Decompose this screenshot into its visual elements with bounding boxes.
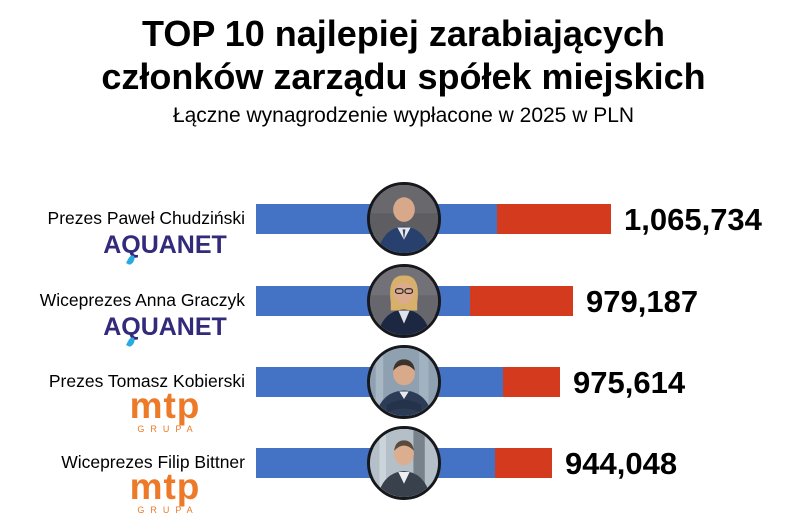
bar-row-bittner: Wiceprezes Filip Bittner mtp GRUPA 944,0… <box>0 422 807 515</box>
bar-red-segment <box>495 448 552 478</box>
person-photo-placeholder <box>370 185 438 253</box>
page-title-line2: członków zarządu spółek miejskich <box>101 56 706 97</box>
person-name: Prezes Tomasz Kobierski <box>48 371 245 391</box>
avatar <box>367 182 441 256</box>
avatar <box>367 345 441 419</box>
avatar <box>367 264 441 338</box>
aquanet-logo-q: Q <box>121 231 141 259</box>
person-photo-placeholder <box>370 429 438 497</box>
aquanet-logo-letters: UANET <box>140 313 227 341</box>
mtp-logo: mtp GRUPA <box>85 385 245 434</box>
chart-header: TOP 10 najlepiej zarabiających członków … <box>0 12 807 128</box>
aquanet-logo-letters: UANET <box>140 231 227 259</box>
page-subtitle: Łączne wynagrodzenie wypłacone w 2025 w … <box>172 104 635 127</box>
bar-red-segment <box>503 367 560 397</box>
aquanet-logo-letter: A <box>103 313 122 341</box>
person-photo-placeholder <box>370 348 438 416</box>
mtp-logo: mtp GRUPA <box>85 466 245 515</box>
bar-line: 1,065,734 <box>256 201 762 237</box>
aquanet-logo-q: Q <box>121 313 141 341</box>
bar-red-segment <box>497 204 611 234</box>
person-photo-placeholder <box>370 267 438 335</box>
page-title-line1: TOP 10 najlepiej zarabiających <box>142 13 665 54</box>
bar-row-chudzinski: Prezes Paweł Chudziński AQUANET 1,065,73… <box>0 178 807 260</box>
person-name: Wiceprezes Filip Bittner <box>61 452 245 472</box>
value-label: 979,187 <box>586 283 699 319</box>
mtp-logo-text: mtp <box>129 466 201 507</box>
bar-row-kobierski: Prezes Tomasz Kobierski mtp GRUPA 975,61… <box>0 341 807 434</box>
aquanet-logo: AQUANET <box>85 314 245 340</box>
aquanet-logo: AQUANET <box>85 232 245 258</box>
person-name: Wiceprezes Anna Graczyk <box>39 290 245 310</box>
value-label: 975,614 <box>573 364 686 400</box>
bar-line: 975,614 <box>256 364 686 400</box>
bar-row-graczyk: Wiceprezes Anna Graczyk AQUANET 979,187 <box>0 260 807 342</box>
bar-red-segment <box>470 286 573 316</box>
bar-line: 944,048 <box>256 445 678 481</box>
value-label: 1,065,734 <box>624 201 762 237</box>
bar-line: 979,187 <box>256 283 699 319</box>
mtp-logo-text: mtp <box>129 385 201 426</box>
page-title: TOP 10 najlepiej zarabiających członków … <box>0 12 807 98</box>
person-name: Prezes Paweł Chudziński <box>47 208 245 228</box>
aquanet-logo-letter: A <box>103 231 122 259</box>
value-label: 944,048 <box>565 445 678 481</box>
avatar <box>367 426 441 500</box>
mtp-logo-subtext: GRUPA <box>137 424 199 434</box>
